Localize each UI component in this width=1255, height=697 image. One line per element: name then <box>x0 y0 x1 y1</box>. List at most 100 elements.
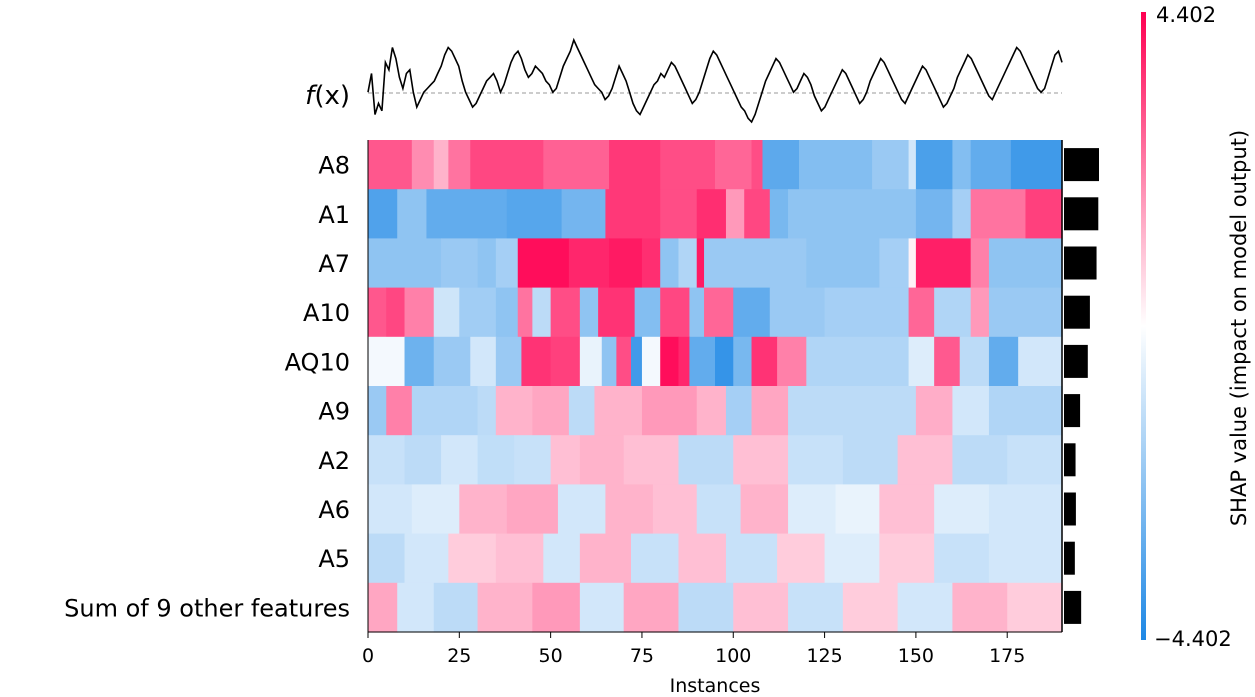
x-tick-label: 175 <box>989 645 1025 667</box>
heatmap-cell <box>652 484 698 535</box>
heatmap-cell <box>368 582 398 633</box>
importance-bar <box>1064 492 1076 526</box>
importance-bar <box>1064 197 1099 231</box>
feature-label: A8 <box>318 152 350 180</box>
heatmap-cell <box>762 140 800 190</box>
heatmap-cell <box>842 386 917 436</box>
heatmap-cell <box>751 386 789 436</box>
heatmap-cell <box>568 386 596 436</box>
heatmap-cell <box>1010 140 1063 190</box>
heatmap-cell <box>630 336 643 387</box>
heatmap-cell <box>623 582 680 633</box>
importance-bar <box>1064 246 1097 280</box>
heatmap-cell <box>725 386 753 436</box>
heatmap-cell <box>543 533 581 584</box>
x-tick-label: 0 <box>362 645 374 667</box>
heatmap-cell <box>970 287 990 338</box>
heatmap-cell <box>897 582 954 633</box>
colorbar-title: SHAP value (impact on model output) <box>1227 130 1251 526</box>
heatmap-cell <box>908 336 935 387</box>
heatmap-cell <box>915 189 954 239</box>
heatmap-cell <box>934 336 961 387</box>
heatmap-cell <box>368 189 398 239</box>
heatmap-cell <box>368 533 406 584</box>
heatmap-cell <box>623 435 680 485</box>
heatmap-cell <box>411 386 479 436</box>
heatmap-cell <box>988 238 1063 289</box>
heatmap-cell <box>433 336 471 387</box>
importance-bar <box>1064 148 1099 182</box>
heatmap-cell <box>459 287 497 338</box>
x-axis: 0 25 50 75 100 125 150 175 Instances <box>362 140 1063 697</box>
heatmap-cell <box>368 435 406 485</box>
heatmap-cell <box>579 533 632 584</box>
heatmap-cell <box>517 238 570 289</box>
heatmap-cell <box>952 140 972 190</box>
feature-label: A9 <box>318 398 350 426</box>
feature-label: A1 <box>318 201 350 229</box>
feature-label: A10 <box>303 299 350 327</box>
heatmap-cell <box>788 435 844 485</box>
heatmap-cell <box>696 484 742 535</box>
heatmap-cell <box>433 582 479 633</box>
x-tick-label: 75 <box>630 645 654 667</box>
heatmap-cell <box>842 435 899 485</box>
heatmap-cell <box>368 484 413 535</box>
heatmap-cell <box>660 189 698 239</box>
heatmap-cell <box>715 336 734 387</box>
heatmap-cell <box>495 336 523 387</box>
heatmap-cell <box>879 238 910 289</box>
heatmap-cell <box>634 287 661 338</box>
heatmap-cell <box>970 189 1027 239</box>
heatmap-cell <box>368 140 413 190</box>
heatmap-cell <box>824 533 880 584</box>
importance-bar <box>1064 295 1090 329</box>
importance-bar <box>1064 344 1088 378</box>
x-tick-label: 100 <box>715 645 751 667</box>
heatmap-cell <box>660 238 680 289</box>
heatmap-cell <box>517 287 533 338</box>
heatmap-cell <box>934 287 972 338</box>
heatmap-cell <box>788 189 917 239</box>
feature-labels: A8 A1 A7 A10 AQ10 A9 A2 A6 A5 Sum of 9 other feat… <box>64 152 350 623</box>
heatmap-cell <box>404 336 435 387</box>
importance-bar <box>1064 590 1082 624</box>
heatmap-cell <box>557 484 607 535</box>
heatmap-cell <box>660 336 680 387</box>
heatmap-cell <box>601 336 617 387</box>
heatmap-cell <box>598 287 636 338</box>
heatmap-cell <box>506 189 563 239</box>
heatmap-cell <box>704 287 734 338</box>
heatmap-cell <box>495 287 519 338</box>
heatmap-cell <box>908 238 917 289</box>
heatmap-cell <box>733 435 789 485</box>
heatmap-cell <box>988 386 1063 436</box>
heatmap-cell <box>751 336 778 387</box>
heatmap-cell <box>641 336 661 387</box>
heatmap-cell <box>470 336 497 387</box>
heatmap-cell <box>988 484 1063 535</box>
heatmap-cell <box>1007 582 1063 633</box>
fx-line <box>367 37 1063 124</box>
heatmap-cell <box>970 238 990 289</box>
heatmap-area <box>368 140 1063 633</box>
heatmap-cell <box>872 140 910 190</box>
heatmap-cell <box>368 336 406 387</box>
heatmap-cell <box>550 435 581 485</box>
heatmap-cell <box>579 336 603 387</box>
heatmap-cell <box>1018 336 1063 387</box>
heatmap-cell <box>678 435 734 485</box>
heatmap-cell <box>609 140 661 190</box>
heatmap-cell <box>386 386 413 436</box>
heatmap-cell <box>433 287 460 338</box>
heatmap-cell <box>641 238 661 289</box>
colorbar-gradient <box>1141 12 1146 640</box>
feature-label: A5 <box>318 545 350 573</box>
heatmap-cell <box>788 582 844 633</box>
feature-label: A2 <box>318 447 350 475</box>
heatmap-cell <box>915 386 954 436</box>
heatmap-cell <box>696 189 727 239</box>
heatmap-cell <box>368 238 442 289</box>
x-ticks: 0 25 50 75 100 125 150 175 <box>362 632 1025 667</box>
